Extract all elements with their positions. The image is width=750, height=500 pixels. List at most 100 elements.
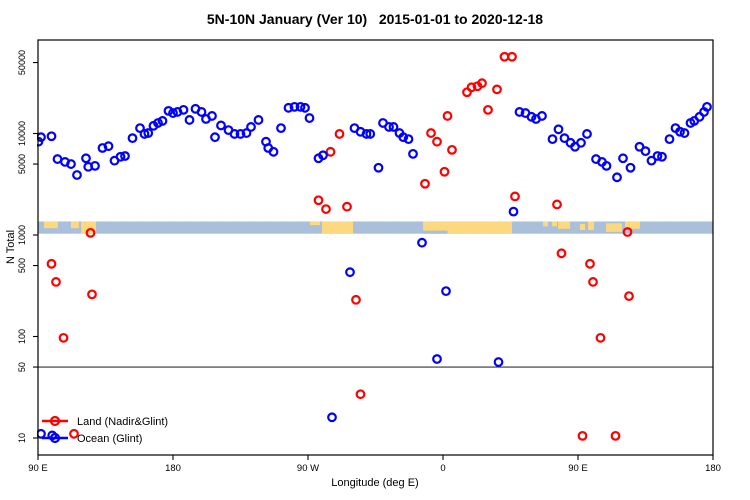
scatter-point xyxy=(345,267,355,278)
scatter-point xyxy=(618,153,628,164)
map-band-land xyxy=(543,221,548,227)
scatter-point xyxy=(276,123,286,134)
scatter-point xyxy=(577,430,588,441)
scatter-point xyxy=(365,129,376,139)
scatter-point xyxy=(439,166,450,177)
scatter-point xyxy=(417,237,427,248)
scatter-point xyxy=(90,160,100,171)
scatter-point xyxy=(432,136,442,147)
map-band-land xyxy=(552,221,557,227)
y-tick-label: 1000 xyxy=(17,225,27,245)
plot-border xyxy=(37,39,714,456)
scatter-point xyxy=(327,412,337,423)
legend-label: Ocean (Glint) xyxy=(77,433,142,445)
scatter-point xyxy=(321,204,331,214)
scatter-point xyxy=(184,115,195,125)
scatter-point xyxy=(508,206,519,217)
map-band-land xyxy=(44,221,58,229)
scatter-point xyxy=(595,332,606,343)
scatter-point xyxy=(69,428,79,439)
scatter-point xyxy=(408,148,418,159)
chart-title: 5N-10N January (Ver 10) 2015-01-01 to 20… xyxy=(206,11,544,27)
scatter-point xyxy=(334,129,345,139)
scatter-point xyxy=(657,151,667,162)
scatter-point xyxy=(588,277,598,287)
scatter-point xyxy=(675,126,685,137)
scatter-point xyxy=(585,258,595,269)
scatter-point xyxy=(634,141,645,152)
scatter-point xyxy=(373,162,384,173)
scatter-point xyxy=(342,201,352,212)
scatter-point xyxy=(300,102,310,113)
scatter-point xyxy=(559,133,570,144)
scatter-point xyxy=(241,128,252,138)
map-band-land xyxy=(321,221,353,234)
scatter-point xyxy=(576,137,586,148)
scatter-point xyxy=(624,291,634,302)
scatter-point xyxy=(510,191,520,202)
scatter-point xyxy=(313,195,324,206)
scatter-point xyxy=(679,128,690,138)
scatter-point xyxy=(325,146,336,157)
x-tick-label: 90 E xyxy=(28,463,48,474)
plot-area: Land (Nadir&Glint) Ocean (Glint) xyxy=(37,51,713,445)
scatter-point xyxy=(229,129,240,139)
map-band-land xyxy=(579,223,586,231)
map-band-land xyxy=(81,221,97,234)
legend: Land (Nadir&Glint) Ocean (Glint) xyxy=(42,415,168,445)
scatter-point xyxy=(196,107,207,117)
scatter-point xyxy=(442,111,453,121)
scatter-point xyxy=(552,199,562,210)
scatter-point xyxy=(66,159,76,169)
scatter-point xyxy=(157,116,168,126)
y-tick-label: 10000 xyxy=(17,121,27,146)
scatter-point xyxy=(355,389,366,400)
scatter-point xyxy=(289,101,300,112)
scatter-point xyxy=(601,160,612,171)
scatter-point xyxy=(127,133,138,144)
series-ocean xyxy=(37,101,712,441)
scatter-point xyxy=(582,129,592,139)
scatter-point xyxy=(46,131,57,142)
y-tick-label: 50 xyxy=(17,362,27,372)
scatter-point xyxy=(361,129,372,139)
scatter-point xyxy=(664,134,675,145)
map-band-land xyxy=(624,221,640,229)
scatter-point xyxy=(235,129,246,139)
scatter-point xyxy=(702,101,712,112)
scatter-point xyxy=(492,84,502,95)
scatter-point xyxy=(547,134,558,145)
scatter-point xyxy=(51,277,61,287)
scatter-point xyxy=(47,430,58,441)
scatter-point xyxy=(207,111,217,121)
x-tick-label: 0 xyxy=(440,463,445,474)
y-tick-label: 5000 xyxy=(17,154,27,174)
scatter-point xyxy=(447,144,457,155)
scatter-point xyxy=(135,123,145,134)
y-tick-label: 50000 xyxy=(17,50,27,75)
scatter-point xyxy=(87,289,97,300)
map-band-ocean-notch xyxy=(423,230,448,234)
scatter-point xyxy=(625,162,636,173)
scatter-point xyxy=(610,430,621,441)
scatter-point xyxy=(210,132,220,143)
scatter-point xyxy=(246,122,256,132)
scatter-point xyxy=(388,122,399,132)
scatter-point xyxy=(612,172,622,183)
scatter-point xyxy=(115,151,126,162)
scatter-point xyxy=(318,150,328,161)
series-land xyxy=(46,51,634,441)
scatter-point xyxy=(143,128,154,138)
scatter-point xyxy=(493,357,504,367)
scatter-point xyxy=(477,78,487,89)
scatter-point xyxy=(295,101,306,112)
x-tick-label: 90 W xyxy=(297,463,319,474)
x-tick-label: 90 E xyxy=(568,463,588,474)
map-band-land xyxy=(588,221,595,231)
y-tick-label: 100 xyxy=(17,329,27,344)
map-band-land xyxy=(558,221,571,229)
scatter-point xyxy=(556,248,567,259)
scatter-point xyxy=(81,153,91,164)
map-band-land xyxy=(309,221,320,226)
